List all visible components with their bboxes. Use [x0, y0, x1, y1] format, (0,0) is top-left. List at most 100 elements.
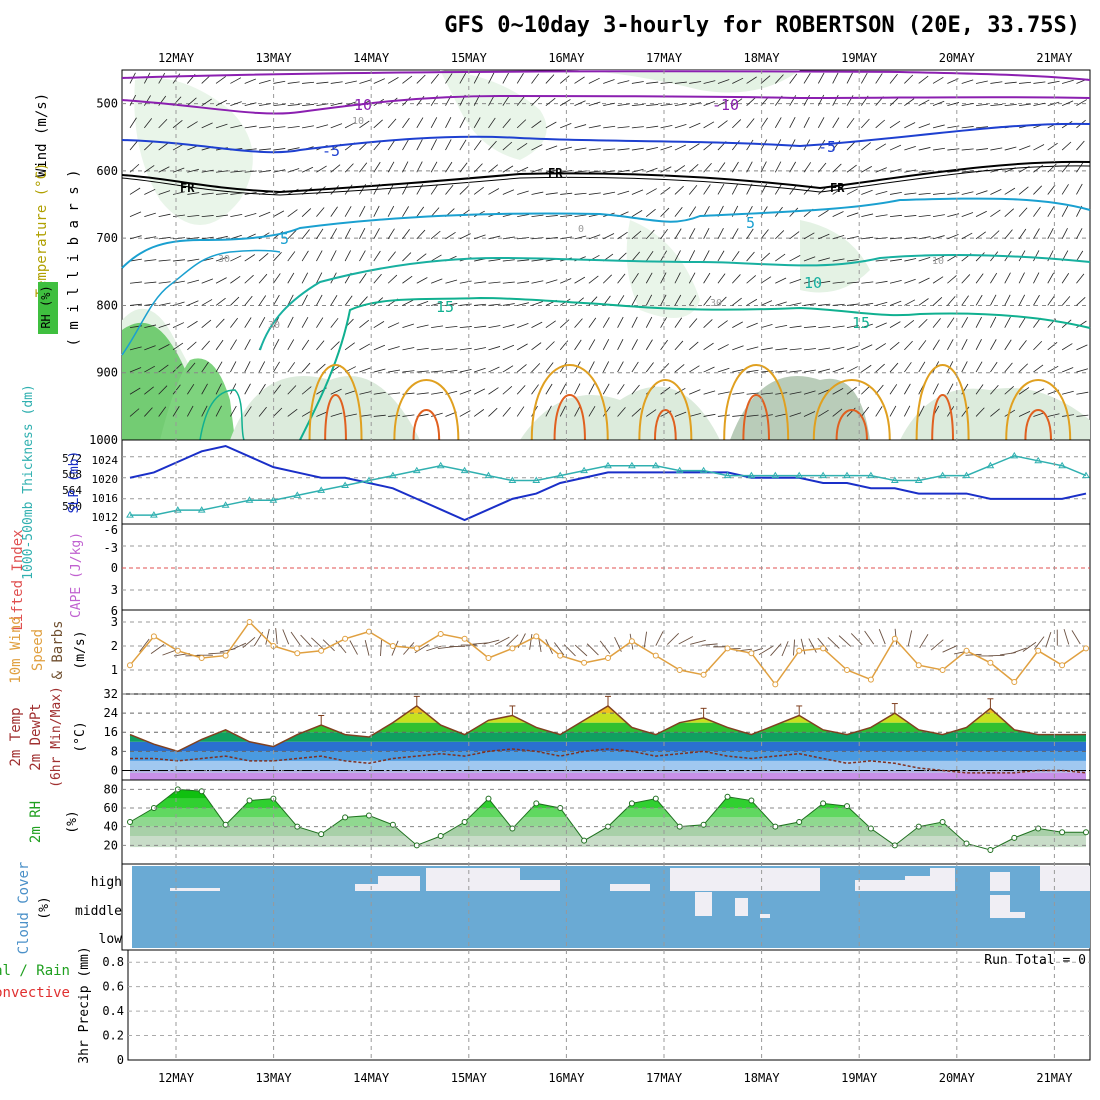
upper-wind-barb [359, 120, 370, 129]
cape-tick: 0 [111, 561, 118, 575]
cloud-unit: (%) [37, 896, 52, 919]
upper-wind-barb [545, 320, 556, 328]
upper-wind-barb [215, 123, 228, 129]
date-label-bottom: 20MAY [939, 1071, 976, 1085]
upper-wind-barb [545, 97, 556, 106]
upper-wind-barb [244, 102, 257, 107]
wind-barb [800, 638, 806, 655]
upper-air-panel: -10 -10 -5 -5 FR FR FR 5 5 10 15 15 10 3… [34, 69, 1091, 447]
upper-wind-barb [316, 207, 325, 217]
cape-label: CAPE (J/kg) [69, 532, 84, 618]
upper-wind-barb [660, 145, 673, 151]
thickness-marker [867, 471, 875, 479]
wind-barb [838, 635, 852, 647]
upper-wind-barb [388, 414, 401, 417]
warm-contour-25 [412, 409, 441, 441]
upper-wind-barb [330, 412, 343, 417]
upper-wind-barb [818, 162, 827, 173]
upper-wind-barb [1018, 294, 1026, 306]
thickness-marker [723, 471, 732, 479]
upper-wind-barb [129, 367, 142, 373]
pressure-tick: 900 [96, 366, 118, 380]
upper-wind-barb [258, 211, 271, 218]
upper-wind-barb [201, 361, 209, 373]
wind10m-barbs [139, 628, 1081, 657]
wind-barb [1022, 641, 1037, 652]
upper-wind-barb [617, 316, 624, 328]
upper-wind-barb [875, 280, 888, 284]
upper-wind-barb [889, 362, 899, 373]
upper-wind-barb [731, 251, 740, 262]
upper-wind-barb [316, 272, 323, 284]
upper-wind-barb [474, 281, 487, 284]
upper-wind-barb [717, 183, 725, 195]
upper-wind-barb [430, 73, 439, 84]
upper-wind-barb [259, 148, 272, 151]
upper-wind-barb [172, 384, 181, 395]
upper-wind-barb [1076, 99, 1087, 106]
upper-wind-barb [201, 74, 211, 84]
upper-wind-barb [516, 142, 528, 151]
upper-wind-barb [359, 250, 366, 262]
cloud-gap [520, 880, 560, 891]
upper-wind-barb [488, 117, 496, 129]
upper-wind-barb [674, 185, 684, 195]
upper-wind-barb [717, 391, 730, 395]
upper-wind-barb [746, 298, 758, 306]
upper-wind-barb [789, 207, 799, 217]
upper-wind-barb [631, 189, 644, 195]
rh-band [130, 826, 1086, 836]
upper-wind-barb [201, 383, 208, 395]
upper-wind-barb [861, 323, 873, 329]
upper-wind-barb [717, 296, 727, 306]
rh-point [939, 819, 946, 825]
upper-wind-barb [1047, 272, 1055, 284]
rh-point [342, 814, 349, 821]
upper-wind-barb [603, 148, 616, 151]
upper-wind-barb [301, 386, 312, 395]
upper-wind-barb [818, 347, 831, 351]
upper-wind-barb [732, 77, 744, 84]
upper-wind-barb [1004, 316, 1011, 328]
upper-wind-barb [731, 183, 739, 195]
upper-wind-barb [431, 348, 444, 351]
upper-wind-barb [187, 362, 196, 373]
wind-barb [666, 632, 679, 645]
wind10m-speed-line [127, 619, 1089, 688]
upper-wind-barb [445, 303, 458, 306]
upper-wind-barb [273, 148, 286, 151]
upper-wind-barb [803, 326, 816, 329]
upper-wind-barb [273, 126, 286, 129]
upper-wind-barb [646, 125, 659, 129]
wind-barb [414, 644, 429, 654]
precip-tick: 0.2 [102, 1029, 124, 1043]
upper-wind-barb [516, 406, 525, 417]
upper-wind-barb [703, 413, 716, 417]
upper-wind-barb [918, 340, 927, 351]
upper-wind-barb [961, 170, 974, 173]
upper-wind-barb [574, 318, 583, 328]
upper-wind-barb [402, 161, 409, 173]
upper-wind-barb [660, 317, 667, 328]
upper-wind-barb [1018, 186, 1029, 195]
upper-wind-barb [387, 205, 395, 217]
upper-wind-barb [144, 324, 157, 329]
upper-wind-barb [531, 214, 544, 218]
upper-wind-barb [688, 206, 697, 217]
upper-wind-barb [387, 139, 396, 151]
upper-wind-barb [789, 370, 802, 373]
upper-wind-barb [875, 119, 886, 129]
wind-barb [655, 631, 664, 646]
rh-shade-3 [160, 358, 235, 440]
thickness-tick: 568 [62, 468, 82, 481]
thickness-marker [651, 461, 660, 469]
temp-tick: 8 [111, 744, 118, 758]
upper-wind-barb [258, 170, 271, 173]
upper-wind-barb [674, 165, 686, 173]
upper-wind-barb [617, 126, 630, 129]
upper-wind-barb [1004, 146, 1017, 151]
wind-barb [282, 629, 290, 645]
upper-wind-barb [574, 405, 581, 417]
upper-wind-barb [889, 73, 898, 84]
upper-wind-barb [875, 259, 888, 262]
